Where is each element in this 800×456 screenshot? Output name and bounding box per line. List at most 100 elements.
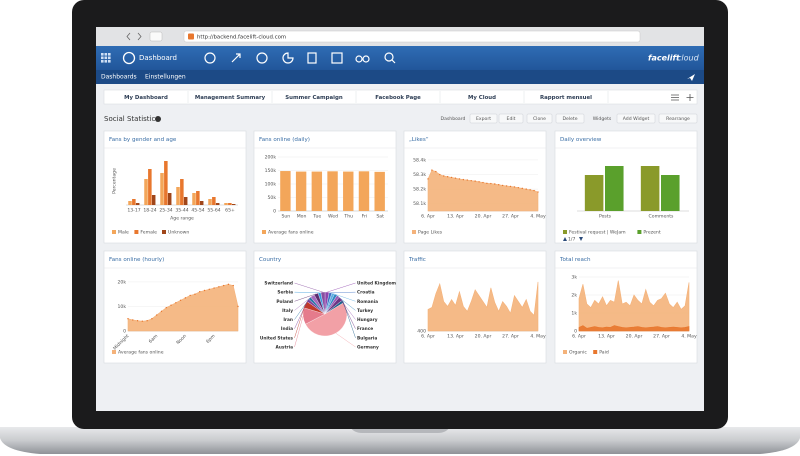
- toolbar-button-label[interactable]: Delete: [562, 116, 577, 122]
- legend-label: Unknown: [168, 230, 189, 236]
- bar: [661, 175, 680, 211]
- point: [127, 318, 129, 320]
- x-tick-label: 6. Apr: [421, 334, 435, 340]
- legend-label: Paid: [599, 350, 609, 356]
- bar: [327, 171, 338, 211]
- bar: [231, 204, 236, 205]
- pie-label: Turkey: [357, 308, 373, 314]
- info-icon[interactable]: [155, 116, 161, 122]
- bar: [196, 191, 200, 205]
- point: [537, 191, 539, 193]
- legend-label: Male: [118, 230, 129, 236]
- url-field[interactable]: [183, 30, 641, 43]
- x-tick-label: 4. May: [681, 334, 697, 340]
- point: [529, 189, 531, 191]
- toolbar-button-label[interactable]: Clone: [533, 116, 546, 122]
- pie-leader: [294, 316, 304, 348]
- x-tick-label: 6pm: [205, 333, 217, 345]
- bar: [280, 171, 291, 211]
- pie-leader: [342, 301, 356, 338]
- pie-label: France: [357, 326, 373, 332]
- tab[interactable]: Facebook Page: [375, 95, 421, 101]
- point: [435, 170, 437, 173]
- point: [175, 302, 177, 304]
- toolbar-button[interactable]: [469, 113, 498, 124]
- pie-leader: [294, 293, 317, 302]
- point: [170, 304, 172, 306]
- point: [132, 319, 134, 321]
- widget-title: „Likes“: [409, 137, 429, 143]
- pie-label: Croatia: [357, 290, 375, 296]
- tab[interactable]: Management Summary: [195, 95, 266, 101]
- pie-label: Romania: [357, 299, 378, 305]
- pie-slice: [305, 302, 348, 337]
- legend-swatch: [134, 230, 139, 234]
- tab-actions[interactable]: [671, 94, 694, 101]
- x-tick-label: Fri: [362, 214, 367, 220]
- toolbar-button-label[interactable]: Edit: [507, 116, 516, 122]
- pie-label: Bulgaria: [357, 335, 377, 341]
- toolbar-button-label[interactable]: Add Widget: [623, 116, 650, 122]
- toolbar-button[interactable]: [526, 113, 553, 124]
- toolbar-button-label[interactable]: Export: [476, 116, 491, 122]
- pie-label: Poland: [276, 299, 293, 305]
- tab[interactable]: My Dashboard: [124, 95, 168, 101]
- toolbar-button[interactable]: [658, 113, 698, 124]
- tab[interactable]: My Cloud: [468, 95, 496, 101]
- x-tick-label: Wed: [328, 214, 338, 220]
- legend-label: Prezent: [643, 230, 660, 236]
- x-tick-label: 13-17: [127, 208, 140, 214]
- widget-title: Country: [259, 257, 282, 263]
- bar: [176, 187, 180, 205]
- browser-button[interactable]: [149, 31, 163, 42]
- x-tick-label: 6. Apr: [421, 214, 435, 220]
- x-tick-label: 25-34: [159, 208, 172, 214]
- toolbar-button-label[interactable]: Rearrange: [666, 116, 690, 122]
- grid-icon[interactable]: [101, 53, 111, 63]
- dashboard-icon[interactable]: [122, 51, 136, 65]
- pie-leader: [337, 296, 356, 320]
- bar: [358, 171, 370, 211]
- bar: [148, 169, 152, 205]
- bar: [212, 197, 216, 205]
- point: [490, 182, 492, 185]
- nav-link[interactable]: Dashboards: [101, 74, 137, 81]
- area: [427, 281, 539, 332]
- tab-bar: [103, 89, 698, 105]
- pie-label: Iran: [283, 317, 293, 323]
- url: http://backend.facelift-cloud.com: [197, 34, 286, 40]
- bar: [164, 161, 168, 205]
- pie-label: United Kingdom: [357, 281, 397, 287]
- pie-slice: [320, 291, 326, 315]
- header-icons[interactable]: [204, 52, 396, 64]
- toolbar-button[interactable]: [498, 113, 524, 124]
- point: [474, 180, 476, 182]
- logo-suffix: cloud: [677, 54, 700, 63]
- legend-page: 1/7: [568, 237, 575, 243]
- point: [494, 183, 496, 185]
- send-icon[interactable]: [687, 74, 695, 81]
- point: [136, 319, 139, 322]
- legend-swatch: [563, 230, 567, 234]
- point: [199, 291, 201, 293]
- point: [141, 320, 144, 322]
- header-title: Dashboard: [139, 54, 177, 62]
- point: [443, 175, 445, 177]
- x-tick-label: 13. Apr: [447, 334, 464, 340]
- nav-link[interactable]: Einstellungen: [145, 74, 186, 81]
- tab[interactable]: Summer Campaign: [285, 95, 343, 101]
- legend-label: Page Likes: [418, 230, 443, 236]
- point: [179, 299, 182, 302]
- x-axis-title: Age range: [170, 216, 194, 222]
- tab[interactable]: Rapport mensuel: [540, 95, 592, 101]
- point: [458, 178, 461, 180]
- pie-label: Italy: [282, 308, 293, 314]
- toolbar-button[interactable]: [616, 113, 656, 124]
- x-tick-label: 27. Apr: [502, 214, 519, 220]
- point: [486, 182, 488, 184]
- toolbar-button[interactable]: [555, 113, 585, 124]
- y-tick-label: 58.4k: [413, 157, 426, 163]
- browser-nav-arrows[interactable]: [126, 32, 142, 41]
- pie-leader: [330, 291, 356, 293]
- legend-pager[interactable]: [563, 237, 583, 241]
